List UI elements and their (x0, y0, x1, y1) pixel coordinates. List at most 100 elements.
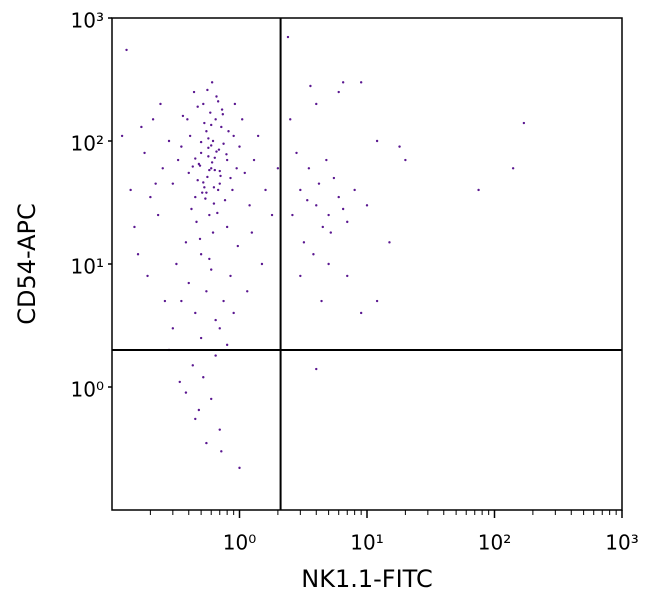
point (201, 191, 204, 194)
point (225, 153, 228, 156)
point (143, 151, 146, 155)
point (260, 262, 264, 266)
point (299, 274, 302, 278)
point (325, 158, 328, 162)
point (270, 213, 274, 217)
point (198, 164, 202, 167)
point (307, 167, 311, 170)
point (156, 213, 160, 217)
point (197, 408, 201, 412)
point (171, 327, 175, 330)
point (178, 380, 181, 384)
point (214, 354, 217, 357)
point (205, 290, 208, 293)
point (205, 130, 208, 133)
point (216, 211, 219, 215)
point (315, 102, 318, 106)
point (236, 244, 240, 248)
point (291, 213, 294, 217)
point (161, 167, 164, 170)
point (231, 188, 234, 192)
point (194, 417, 197, 421)
point (217, 148, 221, 151)
point (125, 48, 128, 52)
point (213, 156, 216, 160)
point (202, 376, 205, 379)
point (198, 237, 202, 241)
point (256, 134, 260, 138)
point (238, 145, 241, 148)
point (140, 125, 143, 129)
point (120, 134, 124, 138)
point (184, 241, 188, 244)
point (225, 158, 229, 162)
point (229, 274, 232, 278)
point (511, 167, 515, 170)
point (215, 95, 218, 98)
point (180, 145, 183, 148)
point (332, 176, 336, 180)
point (222, 142, 225, 145)
point (129, 188, 132, 192)
point (233, 102, 237, 106)
y-tick-label: 10⁰ (71, 378, 104, 402)
point (522, 121, 526, 125)
point (151, 118, 155, 121)
point (264, 188, 267, 192)
point (195, 220, 198, 224)
point (220, 108, 224, 111)
point (191, 165, 194, 168)
point (194, 311, 197, 315)
point (375, 299, 379, 303)
point (219, 174, 222, 178)
y-axis-title: CD54-APC (13, 203, 41, 325)
point (171, 182, 175, 185)
point (214, 118, 217, 121)
point (225, 343, 229, 347)
point (243, 171, 246, 175)
point (346, 220, 349, 224)
point (199, 336, 203, 340)
point (199, 253, 203, 256)
point (218, 169, 221, 173)
point (199, 140, 203, 144)
point (359, 81, 363, 84)
point (208, 257, 211, 261)
point (133, 225, 136, 229)
point (213, 168, 216, 172)
point (205, 441, 208, 445)
point (252, 158, 256, 162)
point (375, 139, 379, 143)
point (312, 253, 315, 256)
point (218, 327, 221, 330)
point (229, 176, 232, 180)
point (223, 199, 227, 202)
point (203, 186, 206, 189)
point (184, 391, 188, 394)
point (276, 167, 280, 170)
point (208, 168, 211, 172)
point (250, 231, 254, 234)
point (210, 161, 214, 164)
point (321, 225, 324, 229)
point (192, 90, 196, 94)
point (341, 207, 345, 211)
point (220, 125, 223, 129)
point (211, 139, 215, 143)
point (359, 311, 363, 315)
point (209, 111, 212, 114)
point (159, 102, 162, 106)
point (212, 202, 216, 205)
x-tick-label: 10² (478, 531, 511, 555)
point (204, 197, 207, 200)
point (205, 191, 208, 194)
point (206, 175, 209, 179)
point (187, 171, 190, 175)
point (207, 146, 210, 150)
point (404, 158, 407, 162)
point (175, 262, 178, 266)
point (207, 137, 210, 140)
point (194, 195, 197, 199)
point (181, 114, 185, 118)
point (232, 311, 235, 315)
